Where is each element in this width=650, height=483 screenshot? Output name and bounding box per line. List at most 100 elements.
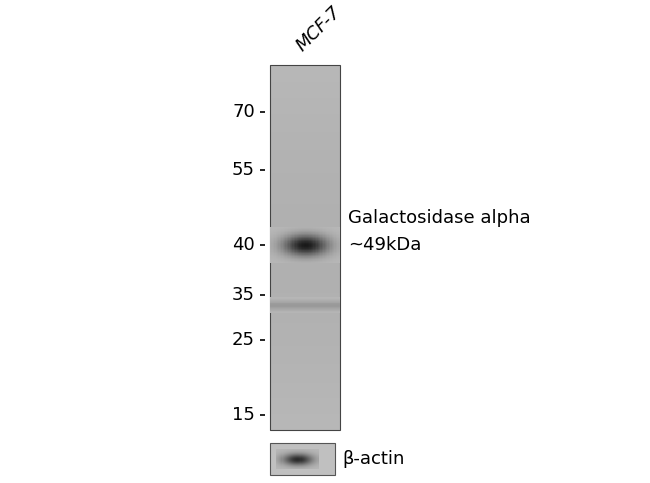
Bar [312, 462, 313, 463]
Bar [270, 339, 340, 341]
Bar [270, 154, 340, 156]
Bar [304, 458, 305, 459]
Bar [305, 256, 307, 257]
Bar [313, 236, 315, 237]
Bar [292, 252, 294, 253]
Bar [270, 262, 272, 263]
Bar [333, 235, 335, 236]
Bar [281, 232, 283, 233]
Bar [319, 243, 320, 244]
Bar [307, 449, 308, 451]
Bar [297, 450, 298, 452]
Bar [272, 254, 273, 255]
Bar [287, 457, 288, 458]
Bar [283, 466, 285, 467]
Bar [270, 133, 340, 135]
Bar [318, 244, 319, 245]
Bar [292, 247, 294, 248]
Bar [283, 246, 284, 247]
Bar [330, 228, 332, 229]
Bar [333, 240, 335, 241]
Bar [301, 227, 302, 228]
Bar [295, 230, 297, 231]
Bar [270, 254, 272, 255]
Bar [309, 257, 311, 258]
Bar [278, 241, 280, 242]
Bar [281, 466, 283, 467]
Bar [302, 248, 304, 249]
Bar [339, 250, 341, 251]
Bar [311, 261, 312, 262]
Bar [294, 257, 296, 258]
Bar [309, 261, 311, 262]
Bar [330, 239, 332, 240]
Bar [272, 262, 273, 263]
Bar [270, 399, 340, 401]
Bar [302, 449, 303, 451]
Bar [339, 255, 341, 256]
Bar [306, 460, 307, 461]
Bar [330, 232, 332, 233]
Bar [284, 255, 286, 256]
Bar [304, 238, 306, 239]
Bar [284, 231, 286, 232]
Bar [294, 247, 296, 248]
Bar [323, 246, 325, 247]
Bar [324, 234, 326, 235]
Bar [278, 228, 280, 229]
Bar [315, 236, 317, 237]
Bar [332, 252, 333, 253]
Bar [336, 254, 337, 255]
Bar [270, 379, 340, 381]
Bar [270, 113, 340, 114]
Bar [273, 259, 274, 260]
Bar [308, 229, 309, 230]
Bar [334, 234, 336, 235]
Bar [329, 240, 330, 241]
Bar [311, 468, 313, 469]
Bar [333, 230, 335, 231]
Bar [336, 246, 337, 247]
Bar [284, 242, 286, 243]
Bar [308, 455, 309, 456]
Bar [278, 449, 279, 451]
Bar [323, 247, 325, 248]
Bar [318, 242, 319, 243]
Bar [276, 255, 278, 256]
Bar [283, 260, 284, 261]
Bar [278, 454, 279, 455]
Bar [313, 250, 315, 251]
Bar [336, 228, 337, 229]
Bar [329, 227, 330, 228]
Bar [302, 261, 304, 262]
Bar [295, 239, 297, 240]
Bar [294, 251, 296, 252]
Bar [284, 260, 286, 261]
Bar [300, 241, 301, 242]
Bar [295, 235, 297, 236]
Bar [310, 454, 311, 455]
Bar [309, 468, 310, 469]
Bar [301, 235, 302, 236]
Bar [322, 261, 324, 262]
Bar [273, 240, 274, 241]
Bar [288, 459, 289, 460]
Bar [278, 248, 280, 249]
Bar [285, 234, 287, 235]
Bar [270, 227, 272, 228]
Bar [334, 261, 336, 262]
Bar [339, 262, 341, 263]
Bar [284, 252, 286, 253]
Bar [336, 234, 337, 235]
Bar [281, 461, 283, 462]
Bar [336, 230, 337, 231]
Bar [317, 466, 318, 467]
Bar [312, 234, 314, 235]
Bar [309, 254, 311, 255]
Bar [283, 254, 284, 255]
Bar [319, 229, 320, 230]
Bar [273, 229, 274, 230]
Bar [297, 468, 298, 469]
Bar [281, 452, 283, 454]
Bar [305, 237, 307, 238]
